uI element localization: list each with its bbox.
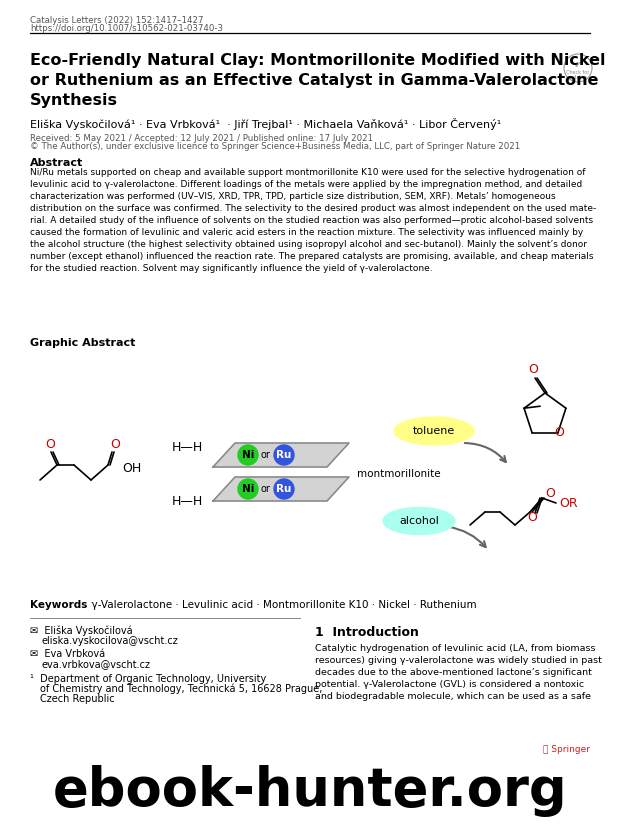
- Ellipse shape: [394, 417, 474, 445]
- Text: H—H: H—H: [172, 494, 203, 508]
- Circle shape: [274, 479, 294, 499]
- Text: of Chemistry and Technology, Technická 5, 16628 Prague,: of Chemistry and Technology, Technická 5…: [40, 684, 322, 695]
- Circle shape: [274, 445, 294, 465]
- Text: https://doi.org/10.1007/s10562-021-03740-3: https://doi.org/10.1007/s10562-021-03740…: [30, 24, 223, 33]
- Text: Ru: Ru: [277, 450, 291, 460]
- Text: Ni: Ni: [242, 484, 254, 494]
- Text: Abstract: Abstract: [30, 158, 83, 168]
- Text: Eliška Vyskočilová¹ · Eva Vrbková¹  · Jiří Trejbal¹ · Michaela Vaňková¹ · Libor : Eliška Vyskočilová¹ · Eva Vrbková¹ · Jiř…: [30, 118, 501, 130]
- Text: Ru: Ru: [277, 484, 291, 494]
- Text: 1  Introduction: 1 Introduction: [315, 626, 419, 639]
- Text: Received: 5 May 2021 / Accepted: 12 July 2021 / Published online: 17 July 2021: Received: 5 May 2021 / Accepted: 12 July…: [30, 134, 373, 143]
- Text: Catalysis Letters (2022) 152:1417–1427: Catalysis Letters (2022) 152:1417–1427: [30, 16, 203, 25]
- Text: eva.vrbkova@vscht.cz: eva.vrbkova@vscht.cz: [42, 659, 151, 669]
- Text: ✉  Eliška Vyskočilová: ✉ Eliška Vyskočilová: [30, 626, 133, 636]
- Text: Czech Republic: Czech Republic: [40, 694, 115, 704]
- Text: O: O: [554, 426, 564, 439]
- Text: or: or: [260, 450, 270, 460]
- Polygon shape: [213, 443, 349, 467]
- Circle shape: [238, 479, 258, 499]
- Text: O: O: [545, 487, 555, 500]
- Text: toluene: toluene: [413, 426, 455, 436]
- Text: ebook-hunter.org: ebook-hunter.org: [53, 765, 567, 817]
- Text: Ni: Ni: [242, 450, 254, 460]
- Text: © The Author(s), under exclusive licence to Springer Science+Business Media, LLC: © The Author(s), under exclusive licence…: [30, 142, 520, 151]
- Text: O: O: [45, 438, 55, 451]
- Text: OR: OR: [559, 497, 578, 509]
- Text: Ni/Ru metals supported on cheap and available support montmorillonite K10 were u: Ni/Ru metals supported on cheap and avai…: [30, 168, 596, 273]
- Text: Check for: Check for: [566, 69, 590, 74]
- Text: Ⓢ Springer: Ⓢ Springer: [543, 745, 590, 754]
- Text: ✉  Eva Vrbková: ✉ Eva Vrbková: [30, 649, 105, 659]
- Text: γ-Valerolactone · Levulinic acid · Montmorillonite K10 · Nickel · Ruthenium: γ-Valerolactone · Levulinic acid · Montm…: [85, 600, 477, 610]
- Text: H—H: H—H: [172, 441, 203, 453]
- Text: O: O: [527, 511, 537, 524]
- Text: ¹  Department of Organic Technology, University: ¹ Department of Organic Technology, Univ…: [30, 674, 266, 684]
- Text: Eco-Friendly Natural Clay: Montmorillonite Modified with Nickel
or Ruthenium as : Eco-Friendly Natural Clay: Montmorilloni…: [30, 53, 606, 108]
- Ellipse shape: [383, 508, 455, 535]
- Text: eliska.vyskocilova@vscht.cz: eliska.vyskocilova@vscht.cz: [42, 636, 179, 646]
- Text: OH: OH: [122, 461, 141, 475]
- Text: Keywords: Keywords: [30, 600, 87, 610]
- Polygon shape: [213, 477, 349, 501]
- Text: montmorillonite: montmorillonite: [357, 469, 441, 479]
- Text: O: O: [110, 438, 120, 451]
- Text: Catalytic hydrogenation of levulinic acid (LA, from biomass
resources) giving γ-: Catalytic hydrogenation of levulinic aci…: [315, 644, 602, 700]
- Text: ✓: ✓: [574, 60, 582, 70]
- Text: alcohol: alcohol: [399, 516, 439, 526]
- Text: O: O: [528, 363, 538, 376]
- Text: updates: updates: [568, 74, 588, 79]
- Text: Graphic Abstract: Graphic Abstract: [30, 338, 135, 348]
- Text: or: or: [260, 484, 270, 494]
- Circle shape: [238, 445, 258, 465]
